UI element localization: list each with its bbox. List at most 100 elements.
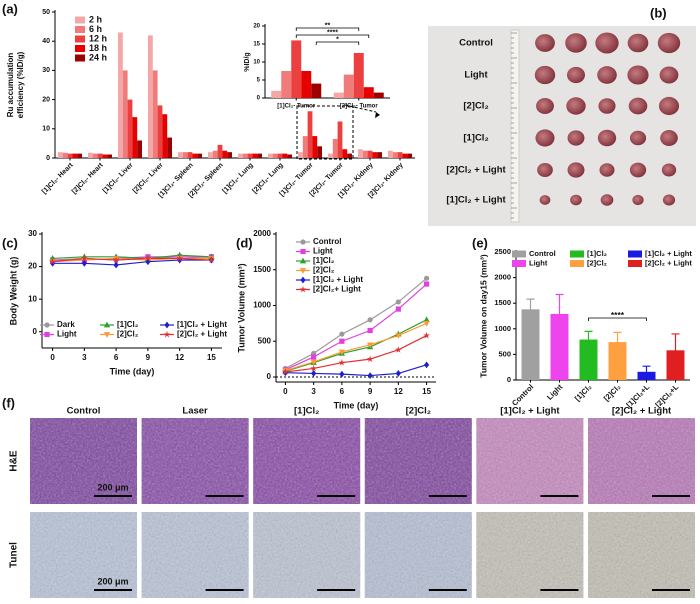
column-header: Control (67, 406, 101, 417)
bar (272, 153, 278, 158)
legend-marker (103, 332, 111, 338)
marker (339, 331, 345, 337)
legend-label: [1]Cl₂ (313, 256, 335, 265)
x-tick-label: [1]Cl₂ (573, 382, 594, 403)
legend-swatch (512, 250, 526, 258)
tumor (658, 96, 680, 116)
legend-swatch (512, 260, 526, 267)
legend-label: Light (529, 258, 548, 267)
error-bar (584, 330, 593, 349)
bar (77, 153, 82, 158)
bar (67, 153, 73, 158)
legend-marker (299, 285, 307, 293)
legend-label: [2]Cl₂ + Light (177, 330, 227, 339)
y-tick-label: 0 (507, 375, 511, 384)
bar (97, 153, 103, 158)
bar (242, 153, 248, 158)
x-tick-label: 9 (146, 353, 151, 362)
error-bar (555, 293, 564, 335)
x-tick-label: 12 (394, 387, 403, 396)
line-series (285, 319, 427, 372)
legend-label: Light (313, 247, 333, 256)
micrograph-texture (30, 512, 137, 598)
x-tick-label: 3 (82, 353, 87, 362)
bar (102, 154, 108, 158)
row-label: Control (459, 38, 493, 49)
bar (162, 114, 168, 158)
legend-label: [1]Cl₂ (117, 320, 139, 329)
tumor (535, 34, 555, 52)
panel-label: (a) (2, 1, 18, 16)
marker (49, 258, 57, 265)
marker (395, 299, 401, 305)
significance-bracket (315, 41, 360, 45)
scale-bar-label: 200 μm (97, 482, 128, 492)
x-tick-label: [2]Cl₂- Heart (71, 161, 105, 195)
bar (608, 342, 627, 380)
x-tick-label: [2]Cl₂- Lung (251, 162, 284, 195)
row-label: [1]Cl₂ + Light (446, 195, 506, 206)
y-tick-label: 0 (46, 155, 50, 162)
bar (373, 92, 384, 98)
tumor (629, 130, 647, 146)
micrograph-texture (364, 512, 472, 598)
micrograph-texture (141, 512, 249, 598)
x-tick-label: 3 (311, 387, 316, 396)
chart: 0 500 1000 1500 2000 2500 Tumor Volume on day1… (478, 247, 692, 409)
y-tick-label: 20 (28, 262, 37, 271)
row-label: Light (464, 70, 488, 81)
x-tick-label: 15 (207, 353, 216, 362)
y-tick-label: 0 (33, 327, 38, 336)
panel-label: (d) (236, 235, 253, 250)
tumor (600, 194, 614, 206)
legend-label: 18 h (89, 43, 107, 53)
bar (311, 83, 322, 98)
bar (208, 152, 213, 158)
tumor (660, 130, 678, 146)
tumor (632, 194, 644, 206)
line-series (52, 257, 212, 263)
marker (80, 254, 88, 262)
y-tick-label: 30 (42, 67, 50, 74)
y-axis-label: Ru accumulation (6, 53, 15, 118)
legend-swatch (628, 260, 642, 267)
y-tick-label: 2500 (494, 247, 511, 256)
bar (301, 71, 312, 98)
panel-label: (b) (650, 5, 667, 20)
tumor (535, 129, 555, 147)
tumor (570, 194, 582, 206)
panel-label: (f) (2, 395, 15, 410)
chart: 0 500 1000 1500 2000 Tumor Volume (mm³) Time (… (236, 229, 436, 410)
bar (347, 153, 352, 158)
y-tick-label: 10 (253, 60, 260, 66)
marker (310, 364, 318, 372)
legend-label: [2]Cl₂ + Light (645, 258, 692, 267)
bar (152, 70, 158, 158)
tumor (595, 32, 619, 54)
bar (372, 152, 378, 158)
bar (521, 309, 540, 380)
bar (277, 153, 283, 158)
micrograph-texture (141, 418, 249, 504)
x-axis-label: Time (day) (334, 400, 379, 410)
bar (227, 152, 232, 158)
x-tick-label: 6 (114, 353, 119, 362)
y-tick-label: 50 (42, 9, 50, 16)
bar (388, 150, 393, 158)
legend-marker (300, 248, 306, 255)
bar (363, 87, 374, 98)
bar (178, 152, 183, 158)
micrograph-texture (476, 418, 584, 504)
bar (238, 153, 243, 158)
line-series (52, 254, 212, 260)
tumor (627, 65, 649, 85)
legend-label: [1]Cl₂ + Light (313, 275, 363, 284)
legend-label: 24 h (89, 52, 107, 62)
error-bar (526, 298, 535, 321)
tumor (661, 163, 677, 177)
marker (423, 275, 430, 281)
bar (298, 152, 303, 158)
y-tick-label: 5 (257, 78, 261, 84)
bar (271, 90, 282, 98)
marker (394, 346, 402, 353)
